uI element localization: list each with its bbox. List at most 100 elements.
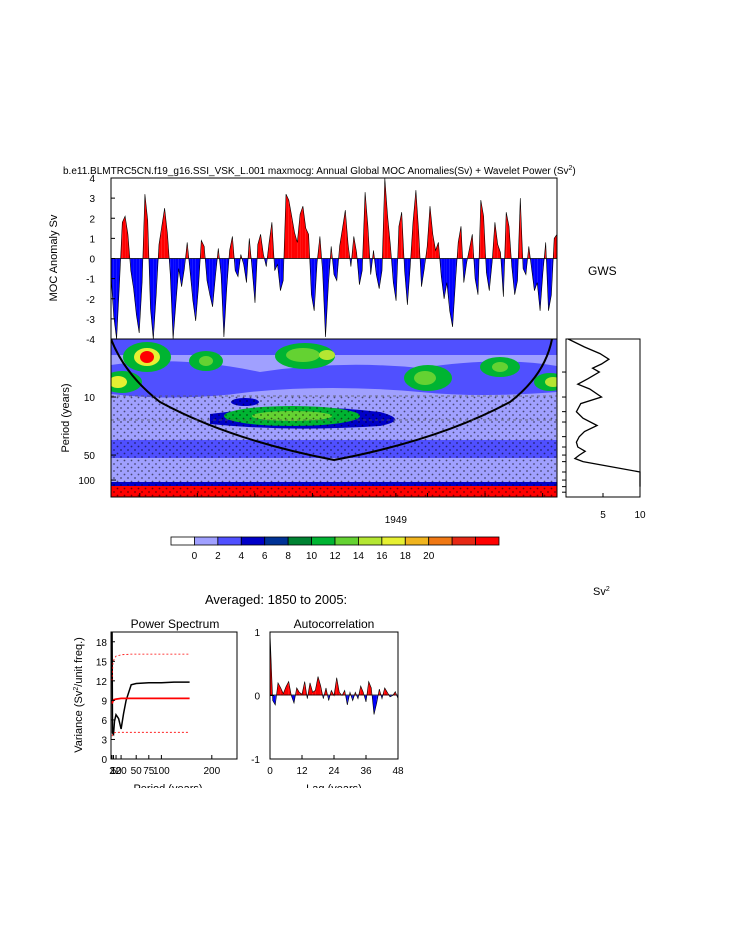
moc-area-segment: [286, 194, 289, 258]
wavelet-blob: [319, 350, 335, 360]
moc-area-segment: [376, 259, 379, 289]
wavelet-blob: [140, 351, 154, 363]
gws-label: GWS: [588, 264, 617, 278]
legend-swatch: [452, 537, 475, 545]
legend-swatch: [241, 537, 264, 545]
legend-swatch: [312, 537, 335, 545]
ac-xtick-label: 12: [296, 766, 308, 777]
moc-ytick-label: 4: [89, 174, 95, 185]
moc-area-segment: [385, 178, 388, 259]
ac-area-segment: [318, 676, 321, 695]
legend-swatch: [476, 537, 499, 545]
moc-area-segment: [458, 226, 461, 258]
wavelet-blob: [545, 377, 561, 387]
wavelet-ytick-label: 50: [84, 451, 96, 462]
legend-swatch: [335, 537, 358, 545]
moc-area-segment: [258, 234, 261, 258]
main-title: b.e11.BLMTRC5CN.f19_g16.SSI_VSK_L.001 ma…: [63, 165, 576, 177]
ps-ytick-label: 18: [96, 638, 108, 649]
moc-area-segment: [475, 259, 478, 295]
moc-ytick-label: 3: [89, 194, 95, 205]
legend-label: 4: [239, 551, 245, 562]
legend-swatch: [405, 537, 428, 545]
moc-area-segment: [365, 192, 368, 258]
ps-ytick-label: 15: [96, 657, 108, 668]
ps-ytick-label: 3: [101, 735, 107, 746]
moc-area-segment: [300, 206, 303, 258]
ps-ytick-label: 0: [101, 755, 107, 766]
moc-area-segment: [125, 216, 128, 258]
ps-ytick-label: 9: [101, 696, 107, 707]
wavelet-ytick-label: 100: [78, 476, 95, 487]
legend-label: 20: [423, 551, 435, 562]
moc-ytick-label: -1: [86, 275, 95, 286]
legend-swatch: [288, 537, 311, 545]
ac-xtick-label: 36: [360, 766, 372, 777]
ps-series-line: [112, 616, 190, 735]
ps-xtick-label: 50: [131, 766, 143, 777]
legend-label: 16: [376, 551, 388, 562]
legend-label: 10: [306, 551, 318, 562]
legend-swatch: [429, 537, 452, 545]
gws-xtick-label: 10: [634, 510, 646, 521]
wavelet-blob: [109, 376, 127, 388]
ps-series-line: [112, 732, 190, 736]
ps-xtick-label: 200: [203, 766, 220, 777]
moc-area-segment: [303, 206, 306, 258]
legend-label: 12: [329, 551, 341, 562]
moc-ytick-label: -3: [86, 315, 95, 326]
legend-swatch: [171, 537, 194, 545]
ps-ylabel: Variance (Sv2/unit freq.): [73, 637, 85, 753]
ps-series-line: [112, 654, 190, 681]
ps-xtick-label: 100: [153, 766, 170, 777]
legend-label: 18: [400, 551, 412, 562]
wavelet-ylabel: Period (years): [60, 383, 72, 452]
moc-ylabel: MOC Anomaly Sv: [48, 214, 60, 301]
moc-area-segment: [165, 208, 168, 258]
legend-label: 14: [353, 551, 365, 562]
moc-area-segment: [145, 194, 148, 258]
gws-xtick-label: 5: [600, 510, 606, 521]
power-spectrum-title: Power Spectrum: [131, 617, 220, 631]
ac-series-line: [270, 632, 398, 715]
moc-area-segment: [122, 216, 125, 258]
moc-ytick-label: 1: [89, 234, 95, 245]
ac-xtick-label: 0: [267, 766, 273, 777]
averaged-label: Averaged: 1850 to 2005:: [205, 592, 347, 607]
wavelet-blob: [414, 371, 436, 385]
moc-ytick-label: 2: [89, 214, 95, 225]
wavelet-ytick-label: 10: [84, 393, 96, 404]
legend-label: 8: [285, 551, 291, 562]
legend-label: 6: [262, 551, 268, 562]
wavelet-power-panel: 10 50 100 Period (years) 1949: [60, 339, 566, 526]
moc-ytick-label: -4: [86, 335, 95, 346]
gws-series-line: [568, 339, 640, 487]
moc-area-segment: [134, 259, 137, 315]
ac-ytick-label: -1: [251, 755, 260, 766]
moc-ytick-label: -2: [86, 295, 95, 306]
ac-xtick-label: 48: [392, 766, 404, 777]
ps-ytick-label: 12: [96, 677, 108, 688]
legend-label: 0: [192, 551, 198, 562]
moc-area-segment: [207, 259, 210, 295]
legend-label: 2: [215, 551, 221, 562]
legend-swatch: [265, 537, 288, 545]
gws-panel: 5 10: [562, 339, 646, 521]
wavelet-blob: [492, 362, 508, 372]
moc-area-segment: [436, 242, 439, 258]
ps-frame: [111, 632, 237, 759]
ac-area-segment: [369, 682, 372, 696]
ps-ytick-label: 6: [101, 716, 107, 727]
moc-area-segment: [450, 259, 453, 327]
legend-swatch: [382, 537, 405, 545]
legend-swatch: [194, 537, 217, 545]
autocorrelation-title: Autocorrelation: [294, 617, 375, 631]
ps-xtick-label: 20: [116, 766, 128, 777]
color-legend: 0 2 4 6 8 10 12 14 16 18 20: [171, 537, 499, 562]
ac-ytick-label: 0: [254, 692, 260, 703]
wavelet-xtick-label: 1949: [385, 515, 408, 526]
